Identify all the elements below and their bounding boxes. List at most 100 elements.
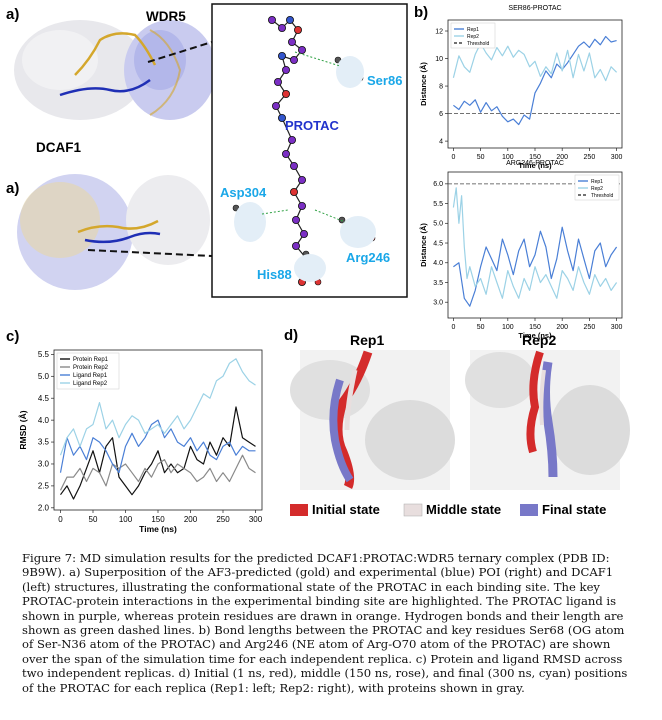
dcaf1-label: DCAF1 — [36, 140, 81, 155]
chart-title: ARG246-PROTAC — [506, 160, 564, 167]
x-tick-label: 250 — [584, 324, 596, 331]
protac-atom — [291, 241, 300, 250]
series-line-ligand-rep1 — [59, 419, 256, 474]
x-tick-label: 100 — [502, 324, 514, 331]
x-axis-label: Time (ns) — [518, 331, 552, 340]
chart-arg246-protac: ARG246-PROTAC 0 50 100 150 200 250 300 3.0 3.5 4.0… — [419, 160, 623, 340]
protac-atom — [293, 25, 302, 34]
rep1-label: Rep1 — [350, 332, 384, 348]
y-tick-label: 5.5 — [38, 350, 50, 359]
legend-middle-state: Middle state — [426, 502, 501, 517]
caption-line: 9B9W). a) Superposition of the AF3-predi… — [22, 565, 614, 580]
x-tick-label: 0 — [451, 324, 455, 331]
protac-atom — [273, 78, 282, 87]
protac-atom — [287, 38, 296, 47]
x-tick-label: 300 — [611, 324, 623, 331]
panel-label-a: a) — [6, 6, 19, 23]
y-tick-label: 2.0 — [38, 503, 50, 512]
y-tick-label: 5.5 — [433, 201, 443, 208]
protac-atom — [297, 201, 306, 210]
panel-label-d: d) — [284, 327, 298, 344]
connector-top — [147, 41, 213, 63]
protac-atom — [277, 52, 286, 61]
residue-label-asp304: Asp304 — [220, 185, 267, 200]
legend-final-state: Final state — [542, 502, 606, 517]
protac-atom — [281, 90, 290, 99]
y-tick-label: 4.0 — [433, 260, 443, 267]
legend-entry: Rep1 — [467, 27, 479, 33]
y-tick-label: 5.0 — [433, 221, 443, 228]
chart-rmsd: 0 50 100 150 200 250 300 2.0 2.5 3.0 3.5 4.0 4.5 5.0 5… — [18, 349, 263, 534]
y-tick-label: 2.5 — [38, 482, 50, 491]
x-tick-label: 50 — [477, 324, 485, 331]
x-tick-label: 0 — [451, 154, 455, 161]
legend-entry: Ligand Rep2 — [73, 381, 108, 387]
y-tick-label: 8 — [439, 83, 443, 90]
y-axis-label: RMSD (Å) — [18, 410, 28, 449]
series-line-rep1 — [453, 35, 617, 126]
legend-initial-state: Initial state — [312, 502, 380, 517]
caption-line: two independent replicas. d) Initial (1 … — [22, 666, 628, 681]
series-line-ligand-rep2 — [59, 358, 256, 456]
x-tick-label: 300 — [249, 515, 263, 524]
protac-atom — [267, 15, 276, 24]
y-tick-label: 4 — [439, 138, 443, 145]
legend-swatch-final — [520, 504, 538, 516]
figure-caption: Figure 7: MD simulation results for the … — [22, 551, 642, 695]
protac-atom — [281, 66, 290, 75]
residue-highlights — [234, 51, 376, 282]
x-tick-label: 150 — [529, 324, 541, 331]
legend-entry: Rep2 — [591, 186, 603, 192]
y-tick-label: 4.5 — [38, 394, 50, 403]
protac-atom — [289, 161, 298, 170]
x-tick-label: 250 — [216, 515, 230, 524]
caption-line: Figure 7: MD simulation results for the … — [22, 551, 610, 565]
legend-entry: Rep1 — [591, 179, 603, 185]
caption-line: of the PROTAC for each replica (Rep1: le… — [22, 680, 525, 695]
residue-label-arg246: Arg246 — [346, 250, 390, 265]
protac-atom — [289, 187, 298, 196]
connector-bottom — [87, 249, 213, 257]
rep2-label: Rep2 — [522, 332, 556, 348]
x-tick-label: 50 — [89, 515, 98, 524]
chart-title: SER86-PROTAC — [508, 5, 561, 12]
x-tick-label: 200 — [184, 515, 198, 524]
y-tick-label: 3.5 — [38, 438, 50, 447]
caption-line: PROTAC-protein interactions in the exper… — [22, 594, 617, 609]
protac-atom — [297, 46, 306, 55]
caption-line: over the span of the simulation time for… — [22, 651, 623, 666]
y-tick-label: 3.5 — [433, 280, 443, 287]
x-tick-label: 150 — [529, 154, 541, 161]
x-tick-label: 100 — [119, 515, 133, 524]
chart-ser86-protac: SER86-PROTAC 0 50 100 150 200 250 300 4 6 8 10 12 Tim… — [419, 5, 623, 170]
caption-line: shown in purple, whereas protein residue… — [22, 608, 624, 623]
protac-atom — [281, 149, 290, 158]
series-line-protein-rep2 — [59, 454, 256, 491]
rep1-structure — [290, 350, 455, 490]
legend-swatch-initial — [290, 504, 308, 516]
x-tick-label: 250 — [584, 154, 596, 161]
protac-atom — [271, 102, 280, 111]
protac-atom — [285, 15, 294, 24]
legend-entry: Protein Rep2 — [73, 365, 109, 371]
interaction-box — [211, 3, 408, 298]
protac-label: PROTAC — [285, 118, 340, 133]
y-tick-label: 3.0 — [433, 300, 443, 307]
y-tick-label: 12 — [435, 28, 443, 35]
residue-label-ser86: Ser86 — [367, 73, 402, 88]
x-tick-label: 100 — [502, 154, 514, 161]
legend-entry: Rep2 — [467, 34, 479, 40]
legend-entry: Threshold — [467, 41, 489, 47]
panel-label-c: c) — [6, 328, 19, 345]
protac-atom — [277, 23, 286, 32]
series-line-protein-rep1 — [60, 406, 256, 500]
legend-swatch-middle — [403, 503, 423, 517]
residue-label-his88: His88 — [257, 267, 292, 282]
y-axis-label: Distance (Å) — [419, 223, 428, 267]
y-tick-label: 4.0 — [38, 416, 50, 425]
x-tick-label: 150 — [151, 515, 165, 524]
y-tick-label: 10 — [435, 56, 443, 63]
protac-atom — [287, 135, 296, 144]
state-legend: Initial state Middle state Final state — [290, 502, 606, 517]
x-tick-label: 200 — [556, 324, 568, 331]
